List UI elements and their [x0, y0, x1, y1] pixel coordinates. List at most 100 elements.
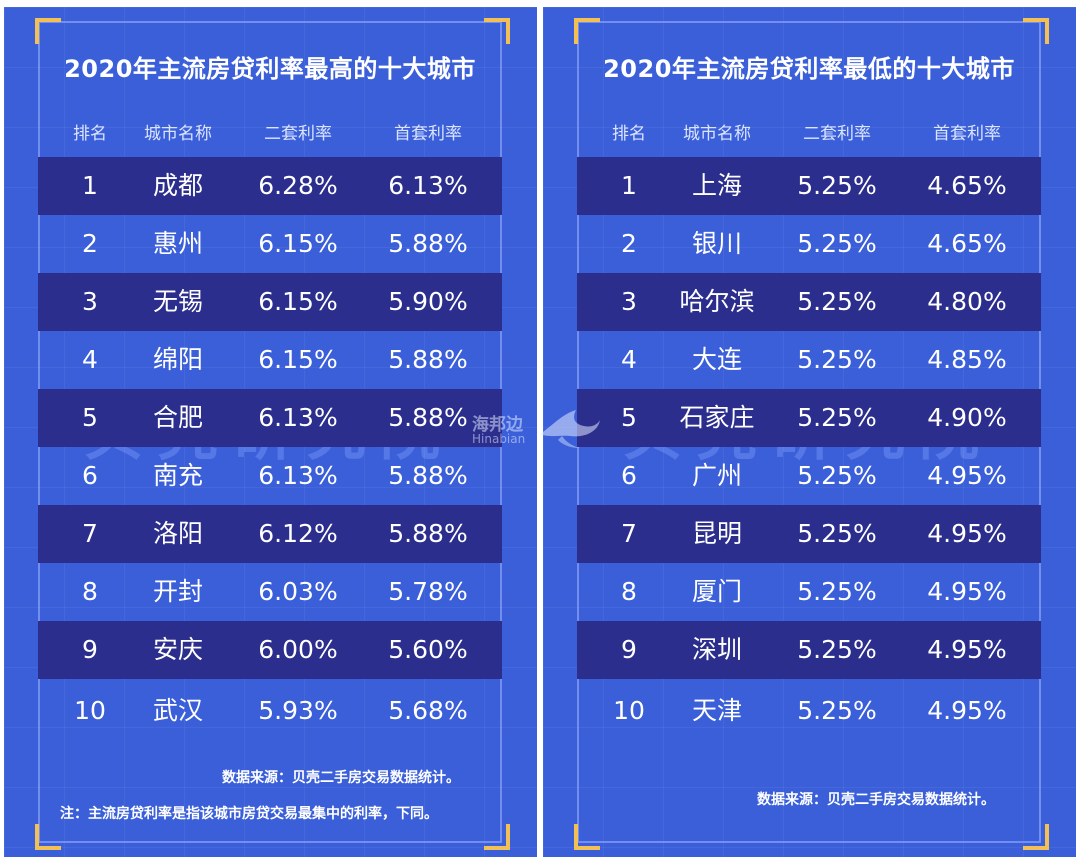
cell-city: 成都: [152, 171, 203, 200]
cell-second-rate: 5.25%: [797, 345, 877, 374]
panel-title: 2020年主流房贷利率最高的十大城市: [64, 55, 476, 83]
cell-rank: 7: [621, 519, 637, 548]
corner-decoration: [574, 824, 600, 850]
rank-table: 1 成都 6.28% 6.13% 2 惠州 6.15% 5.88% 3 无锡 6.15% 5.90% 4…: [38, 157, 502, 743]
cell-city: 厦门: [691, 577, 742, 606]
cell-second-rate: 5.93%: [258, 696, 338, 725]
table-row: 5 合肥 6.13% 5.88%: [38, 389, 502, 447]
cell-second-rate: 5.25%: [797, 287, 877, 316]
cell-first-rate: 5.68%: [388, 696, 468, 725]
cell-second-rate: 6.15%: [258, 229, 338, 258]
corner-decoration: [35, 824, 61, 850]
logo-text-cn: 海邦边: [472, 415, 523, 435]
cell-second-rate: 6.03%: [258, 577, 338, 606]
cell-rank: 1: [82, 171, 98, 200]
cell-rank: 9: [82, 635, 98, 664]
cell-city: 惠州: [152, 229, 203, 258]
source-note: 数据来源：贝壳二手房交易数据统计。: [222, 770, 460, 786]
cell-second-rate: 6.12%: [258, 519, 338, 548]
source-note: 数据来源：贝壳二手房交易数据统计。: [757, 792, 995, 808]
cell-first-rate: 5.88%: [388, 403, 468, 432]
cell-city: 武汉: [152, 696, 203, 725]
cell-city: 大连: [691, 345, 742, 374]
cell-second-rate: 5.25%: [797, 461, 877, 490]
table-row: 6 南充 6.13% 5.88%: [38, 447, 502, 505]
logo-text-en: Hinabian: [472, 432, 526, 446]
cell-city: 深圳: [691, 635, 742, 664]
table-row: 7 昆明 5.25% 4.95%: [577, 505, 1041, 563]
corner-decoration: [35, 18, 61, 44]
cell-rank: 2: [82, 229, 98, 258]
cell-rank: 1: [621, 171, 637, 200]
cell-first-rate: 5.88%: [388, 461, 468, 490]
cell-city: 无锡: [152, 287, 203, 316]
header-rank: 排名: [612, 124, 646, 144]
cell-city: 昆明: [691, 519, 742, 548]
corner-decoration: [574, 18, 600, 44]
cell-first-rate: 5.88%: [388, 345, 468, 374]
table-row: 1 上海 5.25% 4.65%: [577, 157, 1041, 215]
table-row: 2 银川 5.25% 4.65%: [577, 215, 1041, 273]
cell-first-rate: 6.13%: [388, 171, 468, 200]
cell-second-rate: 5.25%: [797, 696, 877, 725]
cell-second-rate: 6.13%: [258, 403, 338, 432]
cell-city: 广州: [691, 461, 742, 490]
header-rank: 排名: [73, 124, 107, 144]
table-row: 7 洛阳 6.12% 5.88%: [38, 505, 502, 563]
table-row: 4 大连 5.25% 4.85%: [577, 331, 1041, 389]
cell-city: 绵阳: [152, 345, 203, 374]
header-first-rate: 首套利率: [394, 124, 462, 144]
table-row: 6 广州 5.25% 4.95%: [577, 447, 1041, 505]
cell-rank: 10: [74, 696, 106, 725]
cell-first-rate: 4.80%: [927, 287, 1007, 316]
cell-first-rate: 5.88%: [388, 229, 468, 258]
table-header: 排名 城市名称 二套利率 首套利率: [577, 119, 1041, 149]
cell-rank: 3: [82, 287, 98, 316]
table-row: 2 惠州 6.15% 5.88%: [38, 215, 502, 273]
cell-second-rate: 5.25%: [797, 519, 877, 548]
table-row: 4 绵阳 6.15% 5.88%: [38, 331, 502, 389]
cell-first-rate: 4.65%: [927, 229, 1007, 258]
cell-city: 合肥: [152, 403, 203, 432]
cell-city: 天津: [691, 696, 742, 725]
cell-first-rate: 4.65%: [927, 171, 1007, 200]
cell-city: 石家庄: [679, 403, 755, 432]
cell-city: 哈尔滨: [679, 287, 755, 316]
cell-first-rate: 4.95%: [927, 461, 1007, 490]
table-row: 10 天津 5.25% 4.95%: [577, 679, 1041, 743]
cell-rank: 4: [82, 345, 98, 374]
cell-city: 开封: [152, 577, 203, 606]
cell-second-rate: 5.25%: [797, 229, 877, 258]
cell-second-rate: 5.25%: [797, 635, 877, 664]
cell-rank: 10: [613, 696, 645, 725]
cell-first-rate: 4.95%: [927, 635, 1007, 664]
cell-rank: 8: [82, 577, 98, 606]
corner-decoration: [1023, 18, 1049, 44]
cell-second-rate: 6.15%: [258, 345, 338, 374]
cell-second-rate: 5.25%: [797, 577, 877, 606]
cell-first-rate: 5.78%: [388, 577, 468, 606]
cell-city: 银川: [691, 229, 742, 258]
rank-table: 1 上海 5.25% 4.65% 2 银川 5.25% 4.65% 3 哈尔滨 5.25% 4.80%…: [577, 157, 1041, 743]
table-row: 8 厦门 5.25% 4.95%: [577, 563, 1041, 621]
cell-rank: 7: [82, 519, 98, 548]
header-city: 城市名称: [683, 124, 751, 144]
cell-second-rate: 5.25%: [797, 403, 877, 432]
cell-rank: 8: [621, 577, 637, 606]
header-first-rate: 首套利率: [933, 124, 1001, 144]
cell-city: 安庆: [152, 635, 203, 664]
header-second-rate: 二套利率: [803, 124, 871, 144]
table-row: 9 安庆 6.00% 5.60%: [38, 621, 502, 679]
header-city: 城市名称: [144, 124, 212, 144]
cell-first-rate: 4.95%: [927, 519, 1007, 548]
cell-rank: 6: [621, 461, 637, 490]
cell-first-rate: 5.88%: [388, 519, 468, 548]
hinabian-logo: 海邦边 Hinabian: [466, 404, 616, 456]
cell-first-rate: 4.95%: [927, 696, 1007, 725]
panel-title: 2020年主流房贷利率最低的十大城市: [603, 55, 1015, 83]
table-row: 9 深圳 5.25% 4.95%: [577, 621, 1041, 679]
cell-city: 南充: [152, 461, 203, 490]
table-row: 1 成都 6.28% 6.13%: [38, 157, 502, 215]
cell-rank: 6: [82, 461, 98, 490]
footnote: 注：主流房贷利率是指该城市房贷交易最集中的利率，下同。: [60, 806, 438, 822]
